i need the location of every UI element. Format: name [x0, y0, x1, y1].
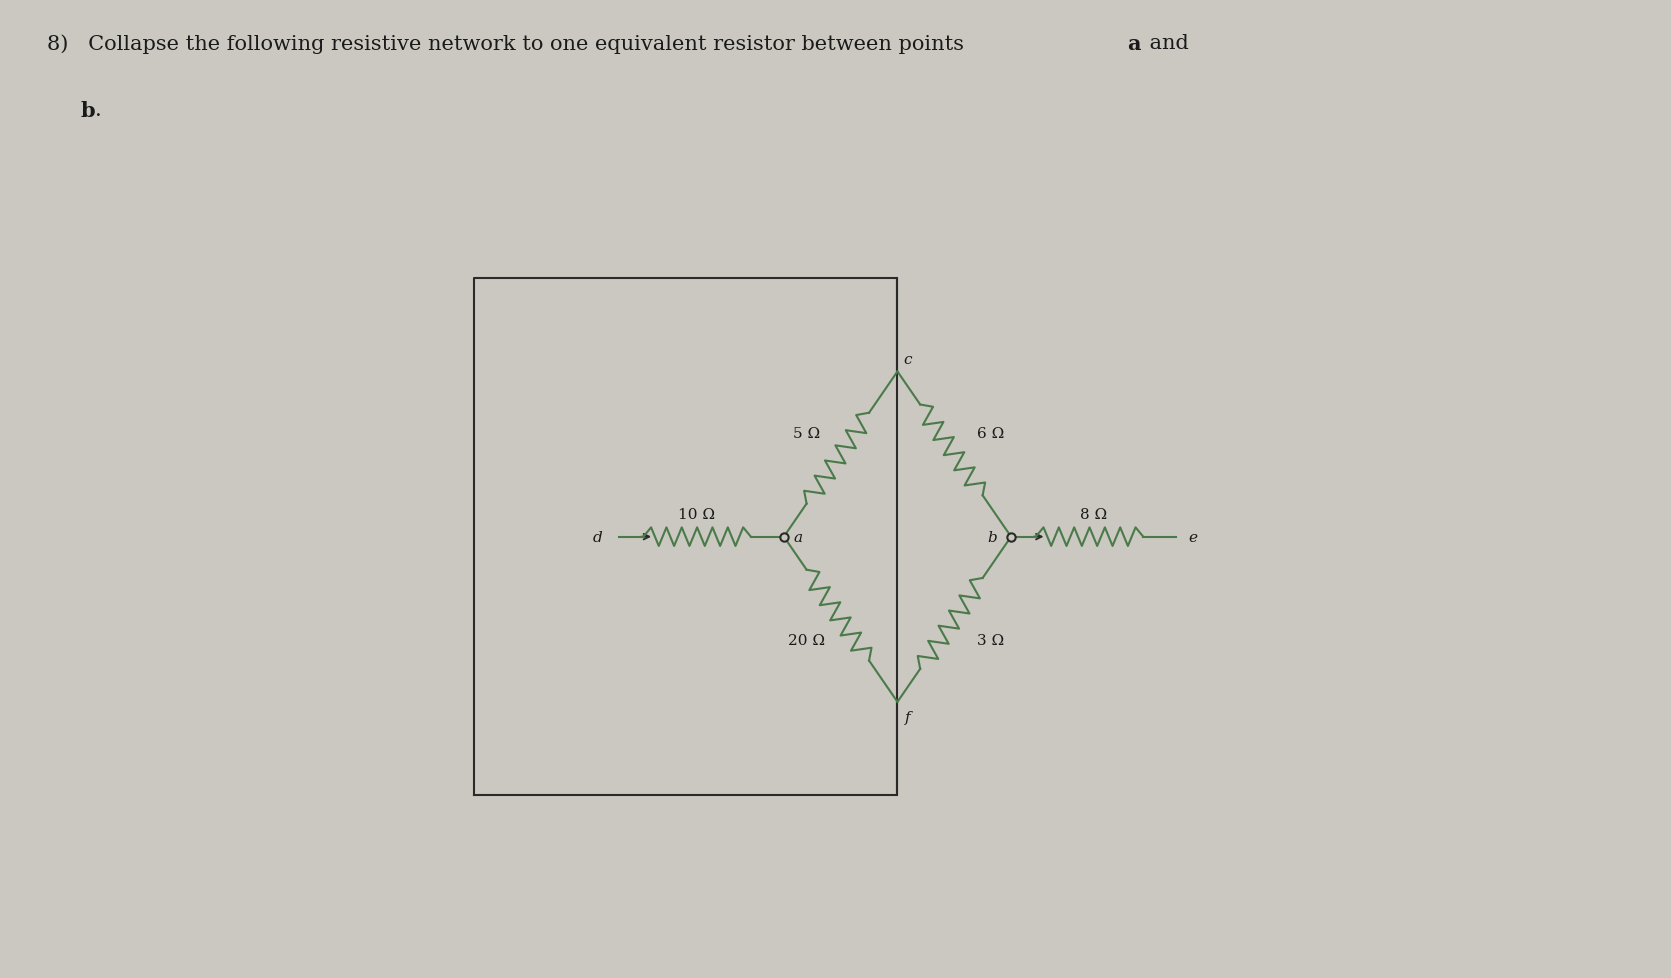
Text: b: b — [988, 530, 998, 544]
Text: a: a — [1128, 34, 1141, 54]
Text: .: . — [95, 101, 102, 119]
Text: c: c — [904, 353, 912, 367]
Text: and: and — [1143, 34, 1188, 53]
Text: 8)   Collapse the following resistive network to one equivalent resistor between: 8) Collapse the following resistive netw… — [47, 34, 971, 54]
Text: e: e — [1188, 530, 1198, 544]
Text: f: f — [906, 711, 911, 725]
Text: a: a — [794, 530, 802, 544]
Text: b: b — [80, 101, 95, 120]
Text: 6 Ω: 6 Ω — [978, 427, 1004, 441]
Text: d: d — [593, 530, 603, 544]
Text: 3 Ω: 3 Ω — [978, 634, 1004, 647]
Text: 10 Ω: 10 Ω — [678, 508, 715, 521]
Text: 5 Ω: 5 Ω — [794, 427, 820, 441]
Text: 20 Ω: 20 Ω — [789, 634, 825, 647]
Text: 8 Ω: 8 Ω — [1079, 508, 1108, 521]
